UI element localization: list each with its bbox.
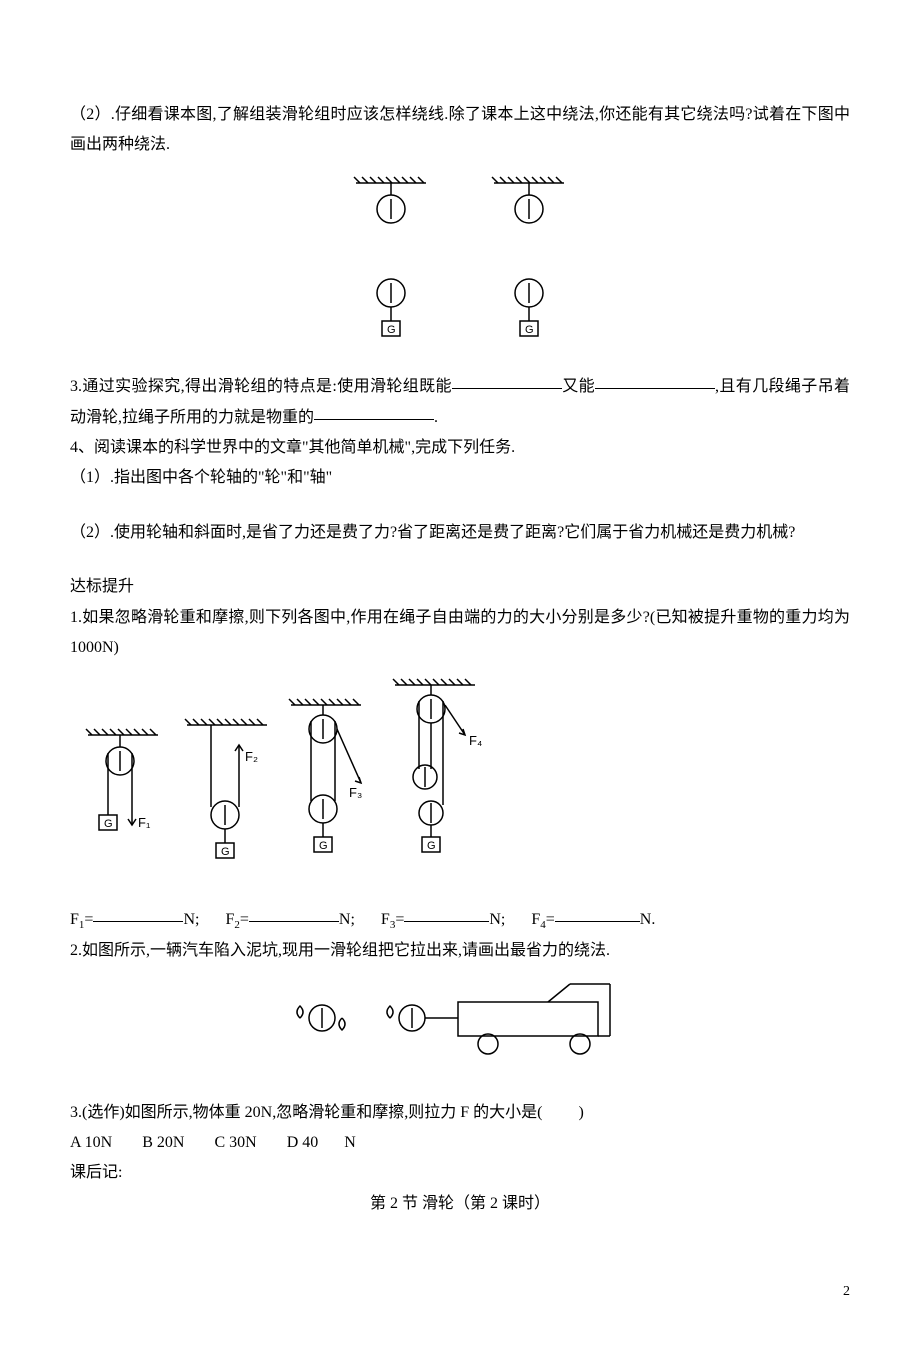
pulley-pair-diagram: G G bbox=[70, 173, 850, 354]
p3-options: A 10N B 20N C 30N D 40N bbox=[70, 1128, 850, 1158]
force-answers: F1=N; F2=N; F3=N; F4=N. bbox=[70, 905, 850, 936]
section2-title: 达标提升 bbox=[70, 572, 850, 602]
svg-text:F₁: F₁ bbox=[138, 815, 151, 830]
svg-text:F₃: F₃ bbox=[349, 785, 362, 800]
svg-text:G: G bbox=[221, 846, 230, 858]
svg-text:G: G bbox=[104, 818, 113, 830]
q4-lead: 4、阅读课本的科学世界中的文章"其他简单机械",完成下列任务. bbox=[70, 433, 850, 463]
option-b[interactable]: B 20N bbox=[142, 1134, 184, 1151]
p3-text: 3.(选作)如图所示,物体重 20N,忽略滑轮重和摩擦,则拉力 F 的大小是( … bbox=[70, 1098, 850, 1128]
p2-text: 2.如图所示,一辆汽车陷入泥坑,现用一滑轮组把它拉出来,请画出最省力的绕法. bbox=[70, 936, 850, 966]
svg-text:G: G bbox=[387, 324, 396, 336]
answer-paren[interactable] bbox=[542, 1104, 578, 1121]
svg-text:F₄: F₄ bbox=[469, 733, 482, 748]
svg-text:G: G bbox=[525, 324, 534, 336]
blank-1[interactable] bbox=[452, 372, 562, 389]
pulley-d1: G F₁ bbox=[80, 725, 175, 875]
blank-f1[interactable] bbox=[93, 905, 183, 922]
pulley-left: G bbox=[346, 173, 436, 343]
pulley-d2: F₂ G bbox=[179, 715, 279, 875]
svg-text:G: G bbox=[427, 840, 436, 852]
gap bbox=[440, 173, 480, 343]
svg-text:F₂: F₂ bbox=[245, 749, 258, 764]
option-d[interactable]: D 40N bbox=[287, 1134, 382, 1151]
svg-text:G: G bbox=[319, 840, 328, 852]
pulley-d3: F₃ G bbox=[283, 695, 383, 875]
blank-f4[interactable] bbox=[555, 905, 640, 922]
option-a[interactable]: A 10N bbox=[70, 1134, 112, 1151]
p1-text: 1.如果忽略滑轮重和摩擦,则下列各图中,作用在绳子自由端的力的大小分别是多少?(… bbox=[70, 603, 850, 664]
blank-f3[interactable] bbox=[404, 905, 489, 922]
four-pulley-diagram: G F₁ F₂ G bbox=[70, 675, 850, 886]
pulley-d4: F₄ G bbox=[387, 675, 497, 875]
option-c[interactable]: C 30N bbox=[214, 1134, 256, 1151]
blank-3[interactable] bbox=[314, 403, 434, 420]
blank-f2[interactable] bbox=[249, 905, 339, 922]
q3-text: 3.通过实验探究,得出滑轮组的特点是:使用滑轮组既能又能,且有几段绳子吊着动滑轮… bbox=[70, 372, 850, 433]
truck-diagram bbox=[70, 978, 850, 1079]
blank-2[interactable] bbox=[595, 372, 715, 389]
q4-sub2: （2）.使用轮轴和斜面时,是省了力还是费了力?省了距离还是费了距离?它们属于省力… bbox=[70, 518, 850, 548]
next-lesson-title: 第 2 节 滑轮（第 2 课时） bbox=[70, 1189, 850, 1219]
pulley-right: G bbox=[484, 173, 574, 343]
q2-2-line1: （2）.仔细看课本图,了解组装滑轮组时应该怎样绕线.除了课本上这中绕法,你还能有… bbox=[70, 100, 850, 161]
q4-sub1: （1）.指出图中各个轮轴的"轮"和"轴" bbox=[70, 463, 850, 493]
postscript: 课后记: bbox=[70, 1158, 850, 1188]
